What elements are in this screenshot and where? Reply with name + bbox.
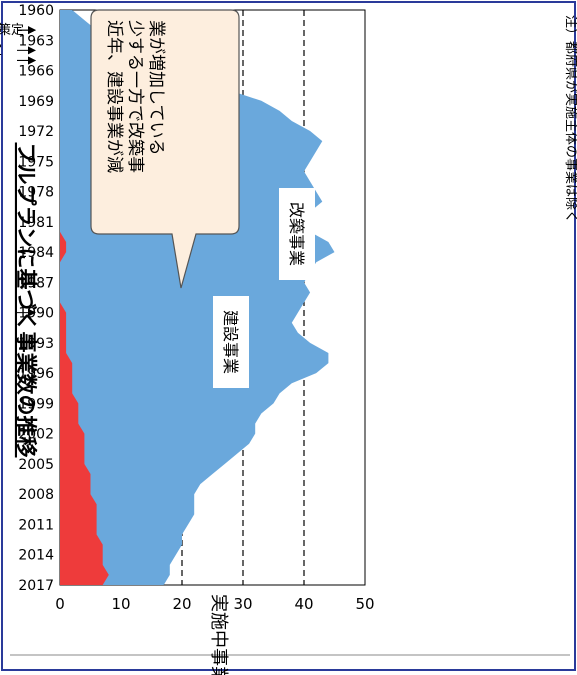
callout-box [90,9,240,289]
x-tick-label: 2017 [18,578,54,594]
renovation-label: 改築事業 [287,202,306,266]
series-area-renovation [60,10,109,585]
construction-label-box [213,296,249,388]
chart-title: フルプランに基づく事業数の推移 [14,143,38,458]
construction-label: 建設事業 [221,310,240,374]
y-axis-ticks: 0 10 20 30 40 50 [55,595,374,613]
x-tick-label: 1963 [18,33,54,49]
x-tick-label: 1972 [18,124,54,140]
x-tick-label: 1966 [18,64,54,80]
x-tick-label: 2011 [18,517,54,533]
x-tick-label: 1960 [18,3,54,19]
y-axis-label: 実施中事業数 [208,594,229,675]
x-tick-label: 2014 [18,548,54,564]
x-axis-ticks: 1960 1963 1966 1969 1972 1975 1978 1981 1984 1987… [18,3,54,594]
x-tick-label: 1990 [18,306,54,322]
x-tick-label: 1984 [18,245,54,261]
x-tick-label: 1978 [18,185,54,201]
x-tick-label: 1996 [18,366,54,382]
footnote: 注）都府県が実施主体の事業は除く [563,15,577,223]
plan-marker-label: 利根川･荒川水系計画(1次策定 [0,22,24,38]
x-tick-label: 2005 [18,457,54,473]
plan-marker-arrow [28,56,36,65]
x-tick-label: 2002 [18,427,54,443]
plan-marker-arrow [28,26,36,35]
x-tick-label: 1981 [18,215,54,231]
x-tick-label: 1969 [18,94,54,110]
y-tick-label: 50 [355,595,374,613]
plan-markers: 利根川･荒川水系計画(1次策定淀川水系計画(1次策定筑後川計画(1次)策定吉野川… [0,22,36,317]
plan-marker-arrow [28,308,36,317]
y-tick-label: 40 [294,595,313,613]
renovation-label-box [279,188,315,280]
y-tick-label: 20 [172,595,191,613]
callout-text-line3: 業が増加している [146,20,166,156]
callout-text-line2: 少する一方で改築事 [125,20,145,173]
x-tick-label: 1987 [18,275,54,291]
x-tick-label: 1975 [18,154,54,170]
plan-marker-arrow [28,46,36,55]
y-tick-label: 30 [233,595,252,613]
x-tick-label: 1999 [18,396,54,412]
plan-marker-label: 淀川水系計画(1次策定 [0,42,2,58]
y-tick-label: 10 [111,595,130,613]
y-tick-label: 0 [55,595,65,613]
x-tick-label: 2008 [18,487,54,503]
callout-text-line1: 近年、建設事業が減 [104,20,124,173]
x-tick-label: 1993 [18,336,54,352]
